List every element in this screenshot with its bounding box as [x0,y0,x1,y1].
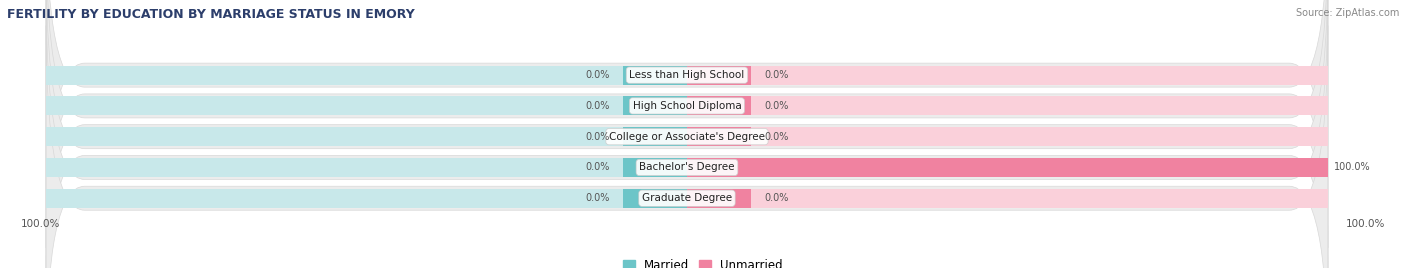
Bar [688,127,1327,146]
Bar [688,127,751,146]
Text: College or Associate's Degree: College or Associate's Degree [609,132,765,142]
Bar [46,127,688,146]
Text: Graduate Degree: Graduate Degree [643,193,733,203]
FancyBboxPatch shape [46,26,1327,268]
Text: 0.0%: 0.0% [586,101,610,111]
Bar [623,189,688,208]
Bar [688,96,1327,116]
FancyBboxPatch shape [46,0,1327,248]
Text: 0.0%: 0.0% [586,132,610,142]
Bar [623,127,688,146]
Text: 0.0%: 0.0% [763,132,789,142]
Text: 100.0%: 100.0% [21,219,60,229]
Text: 0.0%: 0.0% [763,70,789,80]
Bar [46,158,688,177]
Legend: Married, Unmarried: Married, Unmarried [619,255,787,268]
Text: Less than High School: Less than High School [630,70,745,80]
Bar [623,66,688,85]
Text: 100.0%: 100.0% [1346,219,1385,229]
Text: Source: ZipAtlas.com: Source: ZipAtlas.com [1295,8,1399,18]
Bar [688,66,751,85]
FancyBboxPatch shape [46,0,1327,268]
Text: 0.0%: 0.0% [763,101,789,111]
Bar [46,189,688,208]
Text: Bachelor's Degree: Bachelor's Degree [640,162,735,172]
Bar [623,96,688,116]
Bar [46,96,688,116]
Text: 100.0%: 100.0% [1334,162,1371,172]
Text: 0.0%: 0.0% [763,193,789,203]
Bar [688,66,1327,85]
Bar [46,66,688,85]
Text: 0.0%: 0.0% [586,162,610,172]
FancyBboxPatch shape [46,0,1327,268]
Bar [688,158,1327,177]
Text: 0.0%: 0.0% [586,193,610,203]
Bar [688,189,751,208]
Bar [688,96,751,116]
Text: 0.0%: 0.0% [586,70,610,80]
FancyBboxPatch shape [46,0,1327,268]
Bar [688,158,1327,177]
Text: FERTILITY BY EDUCATION BY MARRIAGE STATUS IN EMORY: FERTILITY BY EDUCATION BY MARRIAGE STATU… [7,8,415,21]
Bar [623,158,688,177]
Text: High School Diploma: High School Diploma [633,101,741,111]
Bar [688,189,1327,208]
